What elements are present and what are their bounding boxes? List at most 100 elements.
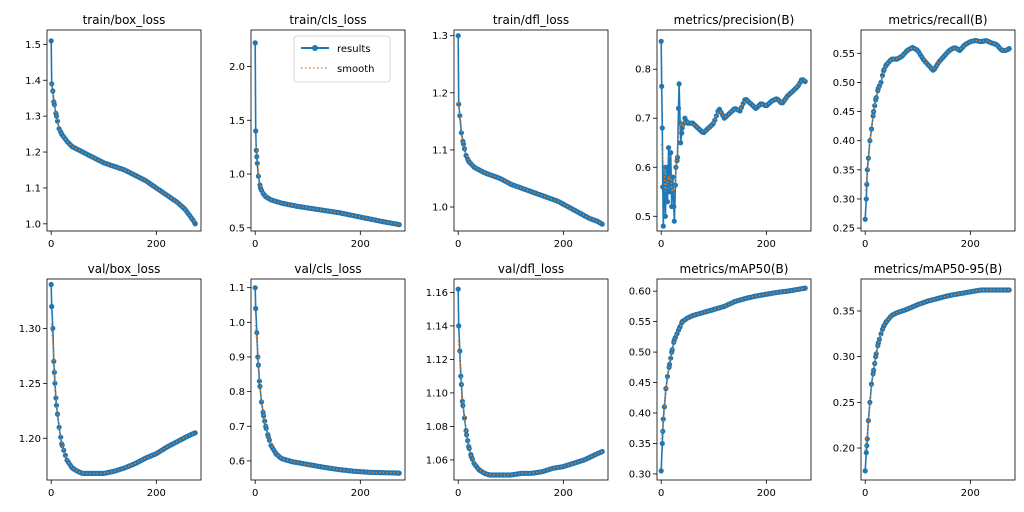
- subplot-val-cls-loss: val/cls_loss 0 200 0.6 0.7 0.8 0.9 1.0 1.1: [229, 262, 406, 499]
- y-tick-label: 0.50: [833, 78, 855, 89]
- y-tick-label: 0.40: [833, 136, 855, 147]
- subplot-train-box-loss: train/box_loss 0 200 1.0 1.1 1.2 1.3 1.4 1.5: [25, 13, 202, 250]
- subplot-title: metrics/precision(B): [674, 13, 795, 27]
- results-point: [863, 450, 869, 456]
- y-tick-label: 0.9: [229, 352, 245, 363]
- results-point: [872, 103, 878, 109]
- y-tick-label: 1.14: [426, 321, 448, 332]
- results-point: [660, 416, 666, 422]
- results-point: [862, 216, 868, 222]
- results-point: [254, 160, 260, 166]
- results-point: [456, 323, 462, 329]
- results-point: [1006, 287, 1012, 293]
- x-tick-label: 200: [554, 239, 573, 250]
- y-tick-label: 0.55: [833, 49, 855, 60]
- results-point: [461, 415, 468, 421]
- x-tick-label: 200: [147, 239, 166, 250]
- y-tick-label: 1.3: [432, 31, 448, 42]
- x-tick-label: 0: [658, 239, 664, 250]
- results-point: [599, 221, 605, 227]
- results-line: [254, 287, 400, 474]
- smooth-line: [50, 323, 196, 475]
- y-tick-label: 1.06: [426, 455, 448, 466]
- y-tick-label: 1.0: [229, 170, 245, 181]
- smooth-line: [864, 289, 1010, 450]
- subplot-metrics-precision: metrics/precision(B) 0 200 0.5 0.6 0.7 0.8: [635, 13, 812, 250]
- smooth-line: [50, 83, 196, 223]
- y-tick-label: 0.30: [833, 194, 855, 205]
- results-point: [873, 351, 879, 357]
- x-tick-label: 0: [862, 488, 868, 499]
- results-point: [51, 358, 57, 364]
- y-tick-label: 0.40: [629, 409, 651, 420]
- subplot-metrics-map50: metrics/mAP50(B) 0 200 0.30 0.35 0.40 0.45 0.5…: [629, 262, 812, 499]
- y-tick-label: 0.7: [635, 114, 651, 125]
- results-point: [862, 468, 868, 474]
- results-point: [48, 281, 54, 288]
- results-point: [658, 38, 664, 44]
- results-point: [51, 369, 58, 375]
- axes-frame: [860, 278, 1016, 481]
- y-tick-label: 0.45: [833, 107, 855, 118]
- axes-frame: [46, 278, 202, 481]
- y-tick-label: 0.35: [833, 306, 855, 317]
- results-point: [49, 303, 55, 310]
- y-tick-label: 0.35: [833, 165, 855, 176]
- y-tick-label: 0.5: [229, 223, 245, 234]
- smooth-line: [457, 340, 603, 476]
- subplot-metrics-map50-95: metrics/mAP50-95(B) 0 200 0.20 0.25 0.30 0.35: [833, 262, 1016, 499]
- results-point: [456, 101, 462, 107]
- x-tick-label: 200: [757, 239, 776, 250]
- subplot-title: train/dfl_loss: [493, 13, 569, 27]
- axes-frame: [250, 29, 406, 232]
- results-point: [256, 378, 262, 384]
- y-tick-label: 1.5: [25, 40, 41, 51]
- subplot-val-box-loss: val/box_loss 0 200 1.20 1.25 1.30: [19, 262, 202, 499]
- y-tick-label: 2.0: [229, 62, 245, 73]
- results-point: [263, 425, 269, 431]
- y-tick-label: 0.30: [833, 352, 855, 363]
- subplot-title: train/box_loss: [83, 13, 166, 27]
- x-tick-label: 200: [757, 488, 776, 499]
- results-point: [863, 196, 869, 202]
- results-point: [53, 395, 59, 401]
- results-point: [671, 218, 677, 224]
- results-point: [458, 130, 464, 136]
- results-point: [62, 452, 68, 458]
- y-tick-label: 1.08: [426, 422, 448, 433]
- results-point: [676, 81, 682, 87]
- x-tick-label: 200: [351, 488, 370, 499]
- y-tick-label: 1.2: [25, 148, 41, 159]
- axes-frame: [860, 29, 1016, 232]
- subplot-train-cls-loss: train/cls_loss 0 200 0.5 1.0 1.5 2.0: [229, 13, 406, 250]
- x-tick-label: 0: [455, 488, 461, 499]
- results-point: [870, 113, 876, 119]
- x-tick-label: 200: [554, 488, 573, 499]
- subplot-title: metrics/recall(B): [888, 13, 987, 27]
- results-point: [455, 33, 461, 39]
- y-tick-label: 0.6: [229, 456, 245, 467]
- results-point: [659, 83, 665, 89]
- results-point: [666, 167, 672, 173]
- y-tick-label: 1.30: [19, 324, 41, 335]
- axes-frame: [656, 278, 812, 481]
- x-tick-label: 0: [455, 239, 461, 250]
- y-tick-label: 1.1: [25, 183, 41, 194]
- results-point: [864, 181, 870, 187]
- results-point: [1006, 46, 1012, 52]
- results-point: [396, 222, 402, 228]
- results-point: [460, 141, 467, 147]
- results-point: [50, 325, 56, 331]
- legend-results-marker: [312, 45, 318, 51]
- y-tick-label: 1.2: [432, 88, 448, 99]
- y-tick-label: 0.5: [635, 212, 651, 223]
- subplot-train-dfl-loss: train/dfl_loss 0 200 1.0 1.1 1.2 1.3: [432, 13, 609, 250]
- axes-frame: [46, 29, 202, 232]
- results-point: [255, 354, 261, 360]
- results-point: [674, 154, 681, 161]
- results-point: [458, 373, 464, 379]
- axes-frame: [250, 278, 406, 481]
- y-tick-label: 1.1: [229, 283, 245, 294]
- results-point: [262, 418, 268, 424]
